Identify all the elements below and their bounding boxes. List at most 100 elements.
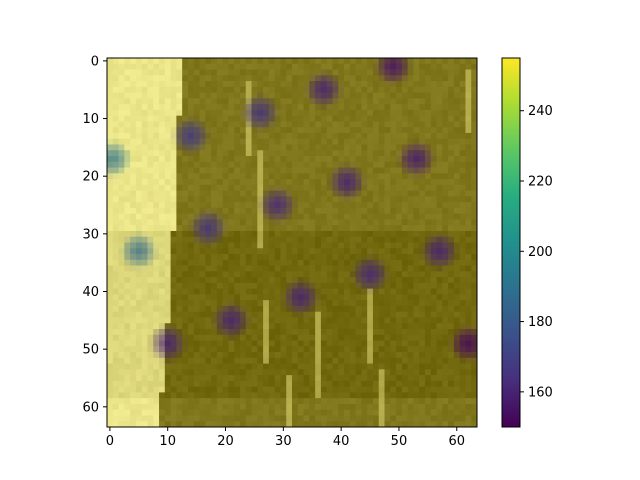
heatmap-cell [401,352,409,359]
heatmap-cell [222,236,229,243]
heatmap-cell [222,346,229,353]
heatmap-cell [338,346,345,353]
heatmap-cell [396,409,403,416]
heatmap-cell [332,265,339,272]
heatmap-cell [355,184,362,192]
heatmap-cell [112,259,119,266]
heatmap-cell [245,207,252,215]
heatmap-cell [436,184,443,192]
heatmap-cell [251,75,258,82]
heatmap-cell [413,271,420,278]
heatmap-cell [436,294,443,301]
heatmap-cell [442,150,449,157]
heatmap-cell [280,161,287,168]
heatmap-cell [326,63,333,70]
heatmap-cell [280,282,287,290]
heatmap-cell [251,81,258,88]
heatmap-cell [234,421,241,427]
heatmap-cell [361,363,368,370]
heatmap-cell [268,392,276,399]
heatmap-cell [424,254,432,261]
heatmap-cell [413,386,420,393]
heatmap-cell [228,254,235,261]
heatmap-cell [205,242,212,249]
heatmap-cell [292,248,299,255]
heatmap-cell [141,305,148,313]
heatmap-cell [205,219,212,226]
heatmap-cell [182,196,189,203]
heatmap-cell [303,254,310,261]
heatmap-cell [164,225,171,232]
heatmap-cell [124,271,131,278]
heatmap-cell [170,403,177,411]
heatmap-cell [118,86,125,93]
heatmap-cell [442,81,449,88]
heatmap-cell [465,115,472,122]
heatmap-cell [112,202,119,209]
heatmap-cell [263,132,270,140]
heatmap-cell [459,202,466,209]
heatmap-cell [384,323,391,330]
heatmap-cell [124,380,131,388]
heatmap-cell [407,202,414,209]
heatmap-cell [222,300,229,307]
heatmap-cell [159,121,166,128]
heatmap-cell [355,305,362,313]
heatmap-cell [141,340,148,347]
heatmap-cell [361,92,368,99]
heatmap-cell [257,225,264,232]
heatmap-cell [326,230,333,238]
heatmap-cell [130,75,137,82]
heatmap-cell [367,363,374,370]
heatmap-cell [124,409,131,416]
heatmap-cell [297,225,304,232]
heatmap-cell [112,415,119,422]
heatmap-cell [309,219,316,226]
heatmap-cell [141,202,148,209]
heatmap-cell [448,156,455,163]
heatmap-cell [228,230,235,238]
heatmap-cell [112,294,119,301]
heatmap-cell [430,386,437,393]
heatmap-cell [396,305,403,313]
heatmap-cell [384,219,391,226]
heatmap-cell [424,328,432,336]
heatmap-cell [274,92,281,99]
heatmap-cell [251,265,258,272]
heatmap-cell [401,323,409,330]
heatmap-cell [280,219,287,226]
heatmap-cell [257,398,264,405]
heatmap-cell [320,167,328,174]
heatmap-cell [147,86,154,93]
heatmap-cell [153,311,160,318]
heatmap-cell [436,409,443,416]
heatmap-cell [413,305,420,313]
heatmap-cell [326,317,333,324]
heatmap-cell [228,190,235,197]
heatmap-cell [187,386,195,393]
heatmap-cell [216,409,224,416]
heatmap-cell [367,421,374,427]
heatmap-cell [245,202,252,209]
heatmap-cell [297,265,304,272]
heatmap-cell [419,225,426,232]
heatmap-cell [419,202,426,209]
heatmap-cell [338,323,345,330]
heatmap-cell [459,265,466,272]
heatmap-cell [378,161,385,168]
heatmap-cell [315,363,322,370]
heatmap-cell [367,398,374,405]
heatmap-cell [315,421,322,427]
heatmap-cell [419,69,426,76]
heatmap-cell [367,415,374,422]
heatmap-cell [448,236,455,243]
heatmap-cell [430,121,437,128]
heatmap-cell [315,98,322,105]
heatmap-cell [424,167,432,174]
heatmap-cell [251,248,258,255]
heatmap-cell [176,328,183,336]
heatmap-cell [257,300,264,307]
heatmap-cell [234,415,241,422]
heatmap-cell [401,317,409,324]
heatmap-cell [320,386,328,393]
